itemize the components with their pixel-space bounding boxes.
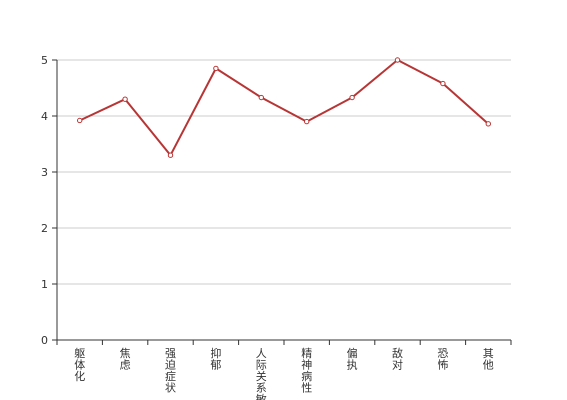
y-tick-label: 3 — [41, 166, 48, 179]
series-line — [79, 59, 489, 157]
data-point — [122, 96, 128, 102]
data-point — [167, 152, 174, 158]
y-tick-label: 4 — [41, 110, 48, 123]
data-point — [485, 121, 491, 127]
data-point — [304, 118, 310, 125]
y-tick-label: 2 — [41, 222, 48, 235]
data-point — [258, 94, 264, 101]
y-tick-label: 1 — [41, 278, 48, 291]
x-tick-label: 精神病性 — [301, 347, 312, 395]
data-point — [394, 57, 401, 63]
x-tick-label: 其他 — [483, 347, 494, 372]
x-tick-label: 抑郁 — [210, 346, 221, 372]
y-tick-label: 0 — [41, 334, 48, 347]
data-point — [349, 94, 355, 101]
y-tick-label: 5 — [41, 54, 48, 67]
x-axis: 躯体化 焦虑 强迫症状 抑郁 人际关系敏感 精神病性 偏执 敌对 恐怖 其他 — [56, 339, 512, 400]
x-tick-label: 躯体化 — [74, 347, 85, 383]
data-point — [440, 80, 446, 87]
data-point — [213, 65, 219, 72]
x-tick-label: 敌对 — [392, 346, 403, 372]
series-group — [77, 57, 491, 158]
x-tick-label: 人际关系敏感 — [256, 347, 267, 400]
grid-lines — [57, 59, 511, 285]
x-tick-label: 焦虑 — [120, 347, 131, 372]
x-tick-label: 强迫症状 — [165, 347, 176, 395]
x-tick-label: 偏执 — [347, 346, 358, 372]
data-point — [77, 117, 83, 124]
y-axis: 0 1 2 3 4 5 — [41, 54, 58, 347]
x-tick-label: 恐怖 — [437, 347, 448, 372]
